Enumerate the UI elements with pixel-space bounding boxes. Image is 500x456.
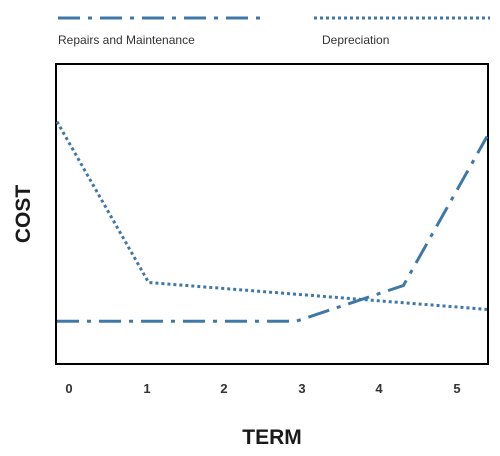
legend-label-depreciation: Depreciation [322, 33, 389, 47]
legend: Repairs and Maintenance Depreciation [58, 16, 490, 47]
x-axis-title: TERM [242, 426, 302, 449]
x-tick-labels: 0 1 2 3 4 5 [65, 381, 460, 396]
series-line-depreciation [55, 120, 488, 311]
x-tick-label: 0 [65, 381, 72, 396]
x-tick-label: 3 [298, 381, 305, 396]
y-axis-title: COST [12, 185, 35, 244]
series-line-repairs [57, 135, 489, 323]
x-tick-label: 4 [375, 381, 383, 396]
x-tick-label: 1 [143, 381, 150, 396]
x-tick-label: 5 [453, 381, 460, 396]
legend-label-repairs: Repairs and Maintenance [58, 33, 195, 47]
plot-frame [55, 63, 489, 365]
x-tick-label: 2 [220, 381, 227, 396]
